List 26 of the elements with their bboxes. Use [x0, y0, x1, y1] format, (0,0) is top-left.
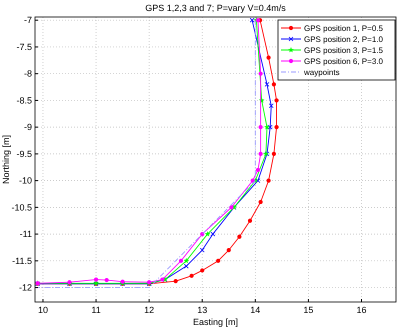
legend-label: waypoints: [303, 68, 340, 77]
x-tick-label: 10: [38, 305, 48, 315]
y-tick-label: -11.5: [12, 256, 32, 266]
legend-label: GPS position 6, P=3.0: [304, 57, 384, 66]
chart-title: GPS 1,2,3 and 7; P=vary V=0.4m/s: [145, 3, 286, 13]
y-axis-title: Northing [m]: [1, 134, 11, 184]
x-tick-label: 11: [91, 305, 101, 315]
legend-label: GPS position 3, P=1.5: [304, 46, 384, 55]
x-tick-label: 12: [144, 305, 154, 315]
x-tick-label: 15: [303, 305, 314, 315]
y-tick-label: -10: [18, 176, 32, 186]
legend-label: GPS position 1, P=0.5: [304, 24, 384, 33]
y-tick-label: -10.5: [11, 202, 32, 212]
x-tick-label: 13: [197, 305, 208, 315]
y-tick-label: -8.5: [16, 95, 32, 106]
x-tick-label: 16: [356, 305, 366, 315]
y-tick-label: -12: [18, 282, 32, 293]
y-tick-label: -8: [24, 68, 32, 79]
y-tick-label: -7.5: [16, 42, 32, 52]
x-tick-label: 14: [250, 305, 260, 315]
x-axis-title: Easting [m]: [192, 317, 238, 327]
y-tick-label: -7: [24, 15, 32, 26]
y-tick-label: -9.5: [16, 148, 32, 159]
y-tick-label: -9: [24, 122, 32, 132]
legend-label: GPS position 2, P=1.0: [304, 35, 384, 44]
y-tick-label: -11: [20, 229, 32, 240]
